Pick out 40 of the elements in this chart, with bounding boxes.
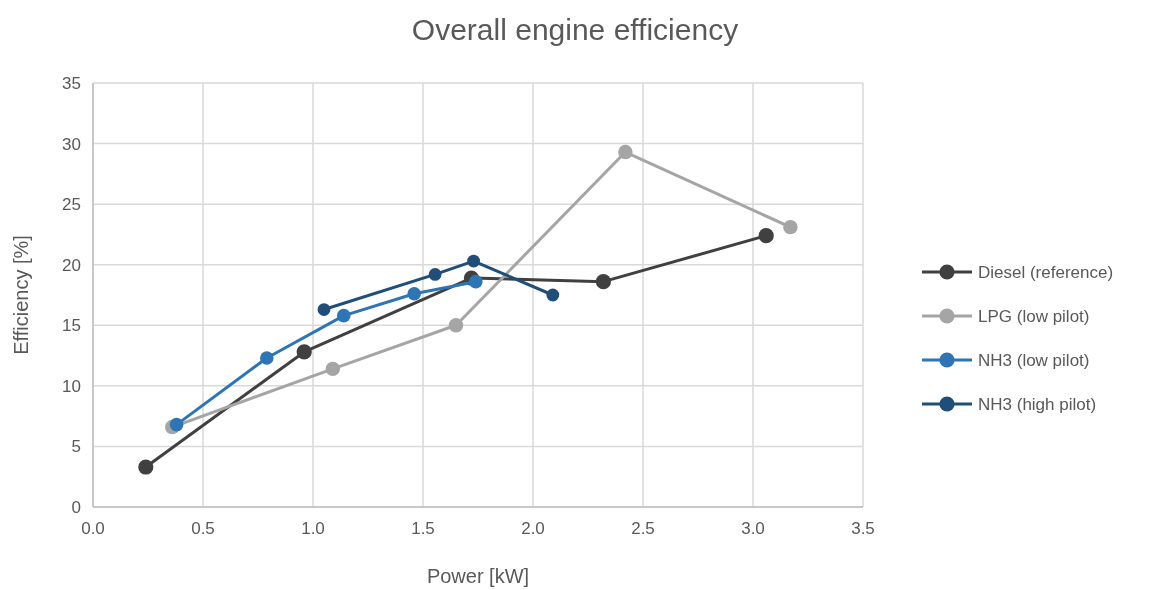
point [783, 219, 798, 235]
point [296, 344, 312, 360]
y-axis-title: Efficiency [%] [10, 235, 32, 355]
x-tick-label: 2.5 [631, 519, 655, 538]
legend-label: LPG (low pilot) [978, 307, 1090, 326]
point [618, 144, 633, 160]
point [758, 228, 774, 244]
point [469, 274, 483, 289]
point [407, 286, 421, 301]
point [317, 303, 331, 316]
point [138, 459, 154, 475]
x-tick-label: 2.0 [521, 519, 545, 538]
point [467, 254, 480, 268]
x-tick-label: 0.0 [81, 519, 105, 538]
point [260, 351, 274, 365]
y-tick-label: 25 [62, 195, 81, 215]
x-tick-label: 0.5 [191, 519, 215, 538]
x-tick-label: 3.5 [851, 519, 875, 538]
x-tick-label: 1.5 [411, 519, 435, 538]
point [337, 308, 351, 323]
point [325, 361, 340, 377]
chart-title: Overall engine efficiency [411, 13, 739, 46]
y-tick-label: 30 [62, 134, 81, 154]
y-tick-label: 10 [62, 376, 81, 396]
x-axis-title: Power [kW] [426, 565, 530, 587]
legend-label: Diesel (reference) [978, 263, 1114, 282]
point [428, 268, 442, 281]
y-tick-label: 20 [62, 255, 81, 275]
point [546, 288, 560, 302]
point [169, 417, 184, 432]
legend-label: NH3 (low pilot) [978, 351, 1090, 370]
point [595, 274, 611, 290]
x-tick-label: 1.0 [301, 519, 325, 538]
y-tick-label: 0 [71, 498, 81, 517]
x-tick-label: 3.0 [741, 519, 765, 538]
point [448, 318, 464, 333]
y-tick-label: 5 [71, 437, 81, 457]
y-tick-label: 15 [62, 316, 81, 336]
legend-label: NH3 (high pilot) [978, 395, 1097, 414]
y-tick-label: 35 [62, 74, 81, 93]
